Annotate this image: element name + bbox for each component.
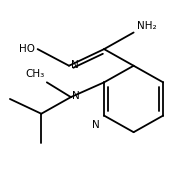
Text: HO: HO xyxy=(19,44,35,54)
Text: N: N xyxy=(92,120,100,130)
Text: CH₃: CH₃ xyxy=(26,69,45,79)
Text: NH₂: NH₂ xyxy=(137,21,157,31)
Text: N: N xyxy=(72,91,80,101)
Text: N: N xyxy=(71,60,79,70)
